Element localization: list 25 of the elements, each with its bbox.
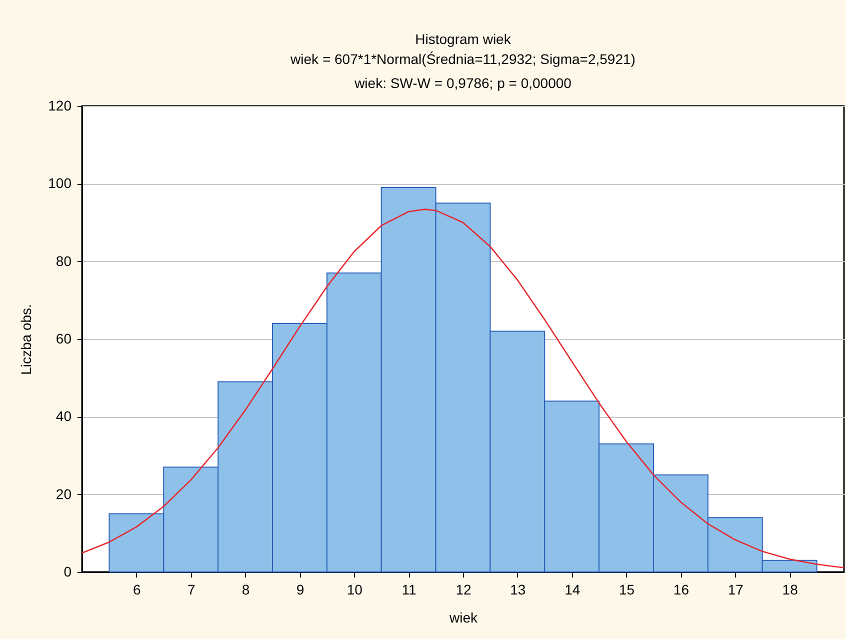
x-tick-label: 14 (564, 582, 580, 598)
x-tick-label: 13 (510, 582, 526, 598)
x-tick-label: 18 (782, 582, 798, 598)
x-tick-label: 15 (618, 582, 635, 598)
y-tick-label: 60 (56, 330, 72, 346)
y-tick-label: 40 (56, 408, 72, 424)
x-tick-label: 11 (402, 582, 417, 598)
line-series (82, 208, 844, 568)
x-tick-label: 8 (242, 582, 250, 598)
y-axis-title: Liczba obs. (18, 304, 34, 375)
x-tick-label: 16 (673, 582, 690, 598)
x-tick-label: 9 (296, 582, 304, 598)
chart-title: Histogram wiek (415, 31, 512, 47)
y-tick-label: 80 (56, 252, 72, 269)
x-tick-label: 17 (728, 582, 744, 598)
x-tick-label: 7 (187, 582, 196, 598)
x-axis-title: wiek (448, 610, 478, 626)
y-tick-label: 100 (48, 175, 72, 192)
y-tick-label: 20 (56, 486, 72, 502)
y-tick-label: 120 (48, 98, 72, 114)
x-tick-label: 12 (456, 582, 472, 598)
y-tick-label: 0 (64, 564, 72, 580)
x-tick-label: 6 (133, 582, 142, 598)
x-tick-label: 10 (346, 582, 363, 598)
chart-subtitle: wiek = 607*1*Normal(Średnia=11,2932; Sigma=2,5921) wiek: SW-W = 0,9786; p = 0,00000 (290, 51, 636, 91)
